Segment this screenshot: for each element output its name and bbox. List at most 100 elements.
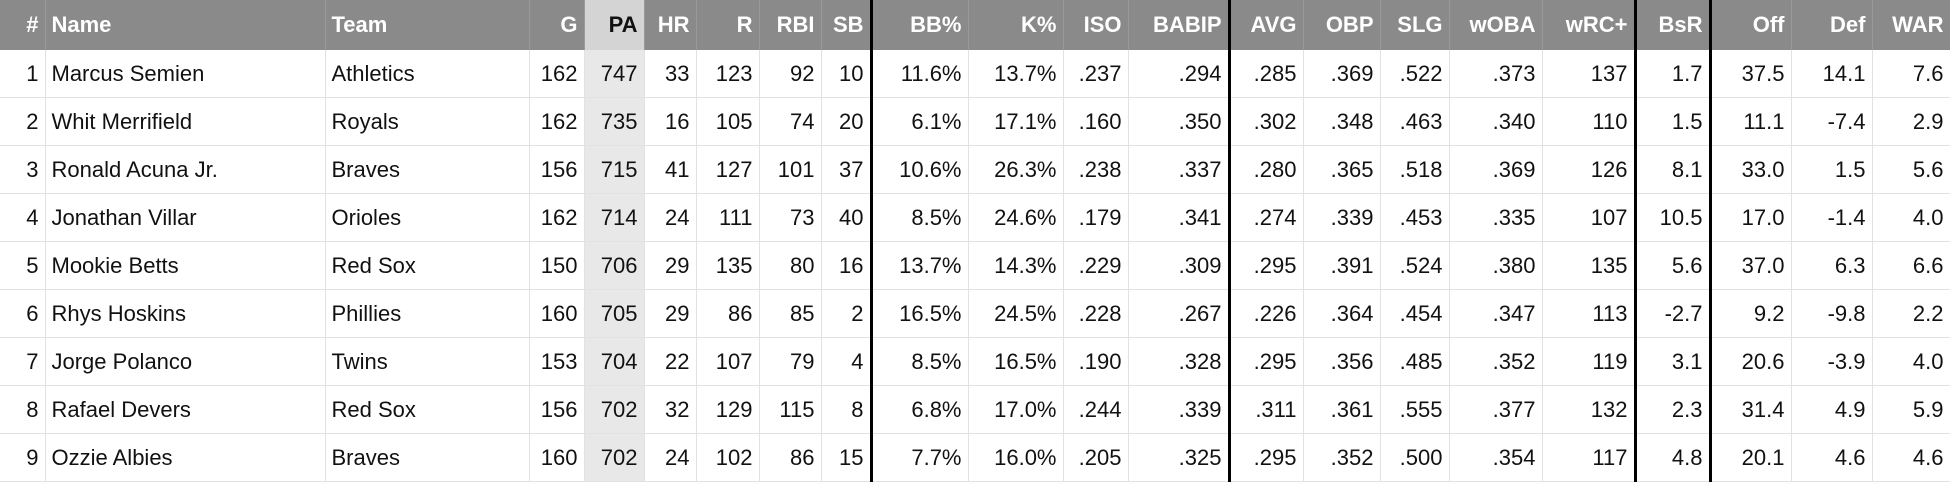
table-cell: 160 [529, 433, 585, 482]
table-cell: Red Sox [325, 385, 530, 434]
table-cell: 6.6 [1872, 241, 1950, 290]
table-cell: .454 [1380, 289, 1450, 338]
table-cell: 16.0% [968, 433, 1064, 482]
table-cell: 150 [529, 241, 585, 290]
table-cell: 14.3% [968, 241, 1064, 290]
table-row: 6 Rhys Hoskins Phillies 160 705 29 86 85 2 16.5% 2… [0, 289, 1950, 338]
table-cell: 86 [759, 433, 822, 482]
table-cell: .340 [1449, 97, 1543, 146]
table-cell: .335 [1449, 193, 1543, 242]
table-cell: 16 [644, 97, 697, 146]
table-row: 1 Marcus Semien Athletics 162 747 33 123 92 10 11… [0, 50, 1950, 98]
table-cell: .311 [1227, 385, 1304, 434]
table-cell: 73 [759, 193, 822, 242]
column-header[interactable]: WAR [1872, 0, 1950, 50]
column-header[interactable]: K% [968, 0, 1064, 50]
table-cell: Braves [325, 145, 530, 194]
table-cell: 704 [584, 337, 645, 386]
table-cell: .377 [1449, 385, 1543, 434]
table-cell: 17.0% [968, 385, 1064, 434]
table-cell: .352 [1303, 433, 1381, 482]
table-cell: 37 [821, 145, 872, 194]
table-cell: .325 [1128, 433, 1230, 482]
table-cell: 119 [1542, 337, 1636, 386]
table-cell: 107 [1542, 193, 1636, 242]
table-cell: .228 [1063, 289, 1129, 338]
table-cell: 113 [1542, 289, 1636, 338]
column-header[interactable]: # [0, 0, 46, 50]
table-cell: 153 [529, 337, 585, 386]
table-cell: .361 [1303, 385, 1381, 434]
table-cell: 4 [0, 193, 46, 242]
table-cell: 1.5 [1791, 145, 1873, 194]
table-cell: 115 [759, 385, 822, 434]
table-cell: 123 [696, 50, 760, 98]
table-cell: .348 [1303, 97, 1381, 146]
table-cell: 24 [644, 193, 697, 242]
column-header[interactable]: ISO [1063, 0, 1129, 50]
column-header[interactable]: SB [821, 0, 872, 50]
column-header[interactable]: BsR [1633, 0, 1711, 50]
table-cell: 111 [696, 193, 760, 242]
table-cell: 3.1 [1633, 337, 1711, 386]
table-cell: 37.0 [1708, 241, 1792, 290]
column-header[interactable]: wOBA [1449, 0, 1543, 50]
table-cell: .365 [1303, 145, 1381, 194]
table-cell: .485 [1380, 337, 1450, 386]
table-cell: 7.6 [1872, 50, 1950, 98]
table-cell: 117 [1542, 433, 1636, 482]
column-header[interactable]: Name [45, 0, 326, 50]
column-header[interactable]: HR [644, 0, 697, 50]
table-cell: 2 [0, 97, 46, 146]
table-cell: .179 [1063, 193, 1129, 242]
table-cell: .350 [1128, 97, 1230, 146]
column-header[interactable]: SLG [1380, 0, 1450, 50]
table-cell: 162 [529, 97, 585, 146]
table-row: 8 Rafael Devers Red Sox 156 702 32 129 115 8 6.8%… [0, 385, 1950, 434]
table-cell: .339 [1128, 385, 1230, 434]
table-cell: 16.5% [869, 289, 969, 338]
table-row: 4 Jonathan Villar Orioles 162 714 24 111 73 40 8.… [0, 193, 1950, 242]
table-cell: 2.3 [1633, 385, 1711, 434]
column-header[interactable]: RBI [759, 0, 822, 50]
column-header[interactable]: G [529, 0, 585, 50]
table-cell: 8 [821, 385, 872, 434]
column-header[interactable]: Def [1791, 0, 1873, 50]
table-cell: .373 [1449, 50, 1543, 98]
table-cell: .380 [1449, 241, 1543, 290]
column-header[interactable]: Team [325, 0, 530, 50]
column-header[interactable]: BABIP [1128, 0, 1230, 50]
table-cell: 706 [584, 241, 645, 290]
table-cell: 26.3% [968, 145, 1064, 194]
table-cell: 9 [0, 433, 46, 482]
table-cell: .190 [1063, 337, 1129, 386]
table-cell: 105 [696, 97, 760, 146]
table-cell: .274 [1227, 193, 1304, 242]
table-cell: 5 [0, 241, 46, 290]
table-cell: 156 [529, 385, 585, 434]
table-cell: 4.6 [1791, 433, 1873, 482]
column-header[interactable]: AVG [1227, 0, 1304, 50]
table-row: 3 Ronald Acuna Jr. Braves 156 715 41 127 101 37 1… [0, 145, 1950, 194]
table-cell: 4.6 [1872, 433, 1950, 482]
table-cell: 747 [584, 50, 645, 98]
table-cell: Braves [325, 433, 530, 482]
table-cell: 6.3 [1791, 241, 1873, 290]
table-cell: 33 [644, 50, 697, 98]
table-cell: 4.0 [1872, 193, 1950, 242]
table-row: 2 Whit Merrifield Royals 162 735 16 105 74 20 6.1… [0, 97, 1950, 146]
table-cell: 29 [644, 241, 697, 290]
table-cell: .328 [1128, 337, 1230, 386]
column-header[interactable]: R [696, 0, 760, 50]
table-cell: 5.9 [1872, 385, 1950, 434]
column-header[interactable]: BB% [869, 0, 969, 50]
table-cell: Whit Merrifield [45, 97, 326, 146]
table-cell: 162 [529, 50, 585, 98]
table-cell: Phillies [325, 289, 530, 338]
table-cell: 16 [821, 241, 872, 290]
column-header[interactable]: wRC+ [1542, 0, 1636, 50]
column-header[interactable]: Off [1708, 0, 1792, 50]
column-header[interactable]: OBP [1303, 0, 1381, 50]
table-cell: 705 [584, 289, 645, 338]
column-header[interactable]: PA [584, 0, 645, 50]
